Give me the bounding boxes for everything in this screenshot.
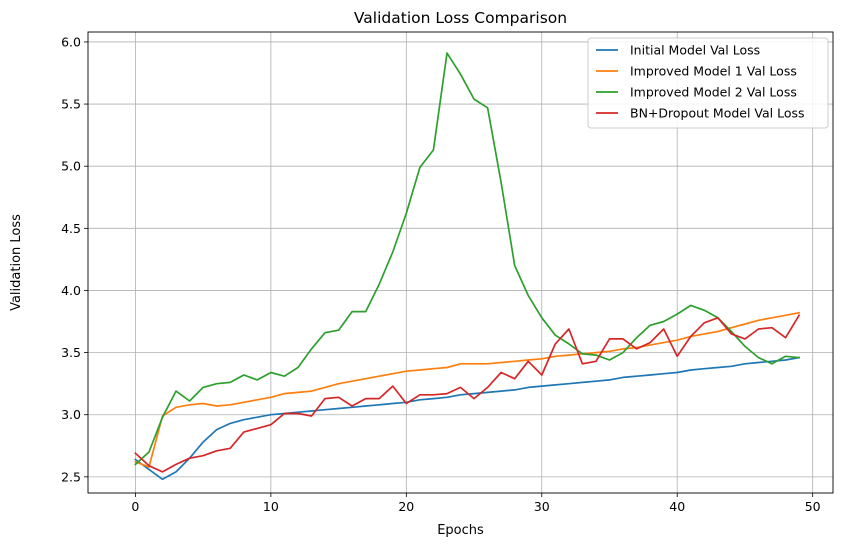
- y-tick-label: 4.0: [61, 283, 81, 298]
- axis-ticks: 0 10 20 30 40 50 2.5 3.0 3.5 4.0 4.5 5.0 5.5 6.0: [61, 34, 821, 514]
- y-tick-label: 2.5: [61, 469, 81, 484]
- chart-title: Validation Loss Comparison: [354, 9, 567, 27]
- series-line-4: [134, 314, 801, 473]
- y-axis-label: Validation Loss: [9, 214, 24, 311]
- x-axis-label: Epochs: [437, 523, 484, 538]
- grid-lines: [88, 32, 833, 493]
- legend-label: Improved Model 1 Val Loss: [630, 64, 797, 79]
- x-tick-label: 50: [805, 499, 821, 514]
- y-tick-label: 4.5: [61, 221, 81, 236]
- x-tick-label: 20: [398, 499, 414, 514]
- y-tick-label: 6.0: [61, 34, 81, 49]
- y-tick-label: 3.5: [61, 345, 81, 360]
- series-line-3: [134, 52, 801, 466]
- y-tick-label: 3.0: [61, 407, 81, 422]
- chart-legend: Initial Model Val Loss Improved Model 1 V…: [587, 37, 829, 129]
- series-line-1: [134, 356, 801, 481]
- legend-label: Improved Model 2 Val Loss: [630, 85, 797, 100]
- x-tick-label: 30: [534, 499, 550, 514]
- y-tick-label: 5.0: [61, 159, 81, 174]
- plot-lines: [134, 52, 801, 481]
- x-tick-label: 0: [131, 499, 139, 514]
- legend-label: BN+Dropout Model Val Loss: [630, 106, 805, 121]
- x-tick-label: 10: [263, 499, 279, 514]
- y-tick-label: 5.5: [61, 97, 81, 112]
- x-tick-label: 40: [669, 499, 685, 514]
- legend-box: [587, 37, 829, 129]
- legend-label: Initial Model Val Loss: [630, 43, 760, 58]
- plot-area-frame: [87, 31, 834, 494]
- series-line-2: [134, 311, 801, 468]
